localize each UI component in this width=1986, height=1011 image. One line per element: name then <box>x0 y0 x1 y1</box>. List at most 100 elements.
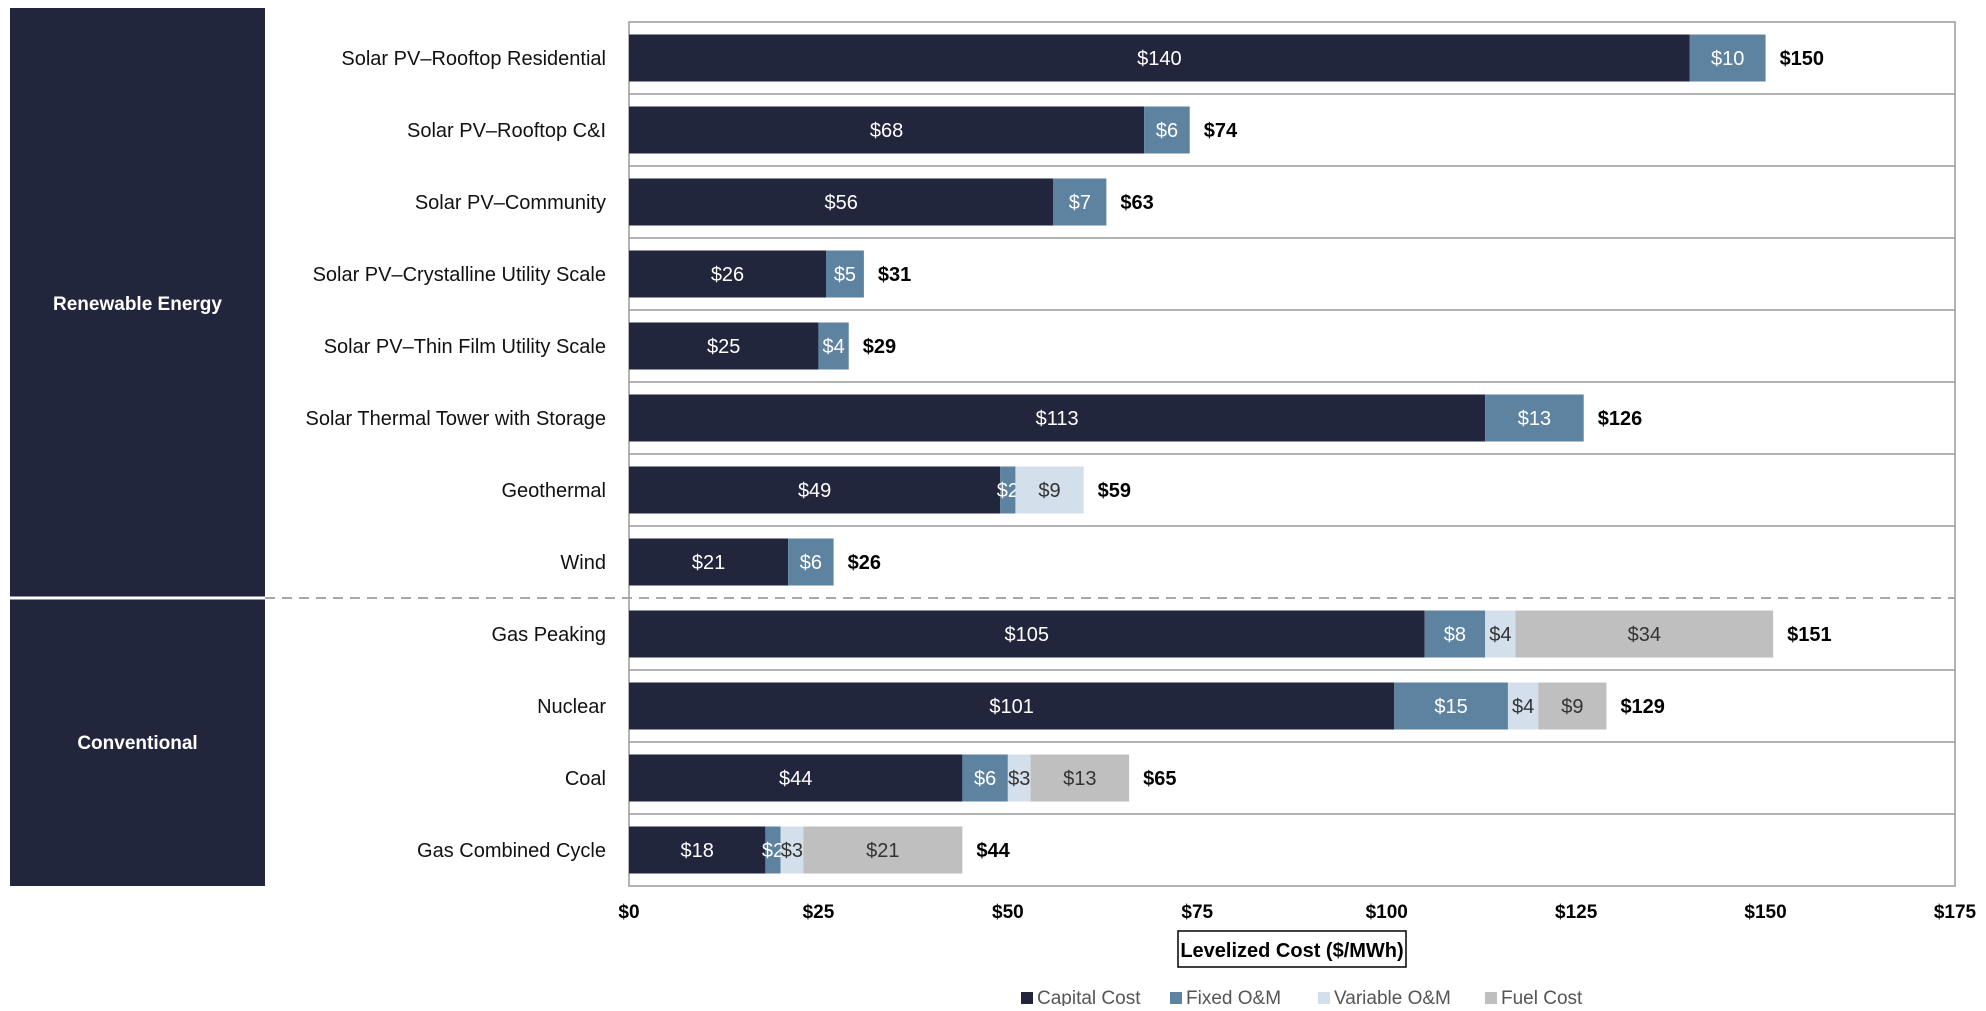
segment-value-label: $49 <box>798 480 831 502</box>
bar-segment-fuel-cost <box>1515 610 1774 658</box>
segment-value-label: $6 <box>800 552 822 574</box>
legend-swatch-fixed-o-m <box>1170 992 1182 1004</box>
x-tick-label: $150 <box>1744 902 1786 923</box>
bar-segment-capital-cost <box>629 466 1001 514</box>
bar-segment-capital-cost <box>629 826 766 874</box>
segment-value-label: $4 <box>1512 696 1534 718</box>
x-tick-label: $125 <box>1555 902 1598 923</box>
legend-swatch-variable-o-m <box>1318 992 1330 1004</box>
segment-value-label: $21 <box>866 840 899 862</box>
segment-value-label: $9 <box>1038 480 1060 502</box>
category-label: Gas Peaking <box>491 624 606 646</box>
bar-segment-capital-cost <box>629 322 819 370</box>
category-label: Geothermal <box>502 480 607 502</box>
x-tick-label: $175 <box>1934 902 1977 923</box>
category-label: Solar PV–Crystalline Utility Scale <box>313 264 606 286</box>
total-value-label: $74 <box>1204 120 1238 142</box>
legend-swatch-capital-cost <box>1021 992 1033 1004</box>
bar-segment-fixed-o-m <box>1053 178 1107 226</box>
bar-segment-capital-cost <box>629 394 1486 442</box>
legend-label-variable-o-m: Variable O&M <box>1334 988 1451 1006</box>
category-label: Gas Combined Cycle <box>417 840 606 862</box>
segment-value-label: $68 <box>870 120 903 142</box>
segment-value-label: $7 <box>1069 192 1091 214</box>
bar-segment-fixed-o-m <box>1144 106 1190 154</box>
bar-segment-fuel-cost <box>1538 682 1607 730</box>
category-label: Coal <box>565 768 606 790</box>
bar-segment-variable-o-m <box>1007 754 1031 802</box>
total-value-label: $26 <box>848 552 881 574</box>
bar-segment-fixed-o-m <box>788 538 834 586</box>
total-value-label: $59 <box>1098 480 1131 502</box>
group-panel-conventional <box>10 598 265 886</box>
segment-value-label: $2 <box>997 480 1019 502</box>
segment-value-label: $13 <box>1518 408 1551 430</box>
segment-value-label: $6 <box>1156 120 1178 142</box>
bar-segment-fixed-o-m <box>1000 466 1016 514</box>
bar-segment-fixed-o-m <box>1689 34 1766 82</box>
group-panel-renewable-energy <box>10 8 265 598</box>
segment-value-label: $9 <box>1561 696 1583 718</box>
segment-value-label: $105 <box>1005 624 1050 646</box>
category-label: Solar Thermal Tower with Storage <box>305 408 606 430</box>
bar-segment-fuel-cost <box>1030 754 1130 802</box>
segment-value-label: $140 <box>1137 48 1182 70</box>
x-axis-title-box <box>1177 930 1407 968</box>
legend-swatch-fuel-cost <box>1485 992 1497 1004</box>
x-tick-label: $75 <box>1181 902 1213 923</box>
bar-segment-capital-cost <box>629 754 963 802</box>
bar-segment-capital-cost <box>629 250 827 298</box>
x-tick-label: $50 <box>992 902 1024 923</box>
total-value-label: $151 <box>1787 624 1832 646</box>
category-label: Solar PV–Rooftop Residential <box>341 48 606 70</box>
category-label: Solar PV–Community <box>415 192 606 214</box>
bar-segment-capital-cost <box>629 682 1395 730</box>
segment-value-label: $8 <box>1444 624 1466 646</box>
segment-value-label: $44 <box>779 768 812 790</box>
bar-segment-fixed-o-m <box>1394 682 1508 730</box>
x-tick-label: $100 <box>1366 902 1408 923</box>
total-value-label: $63 <box>1120 192 1153 214</box>
legend-label-capital-cost: Capital Cost <box>1037 988 1141 1006</box>
segment-value-label: $3 <box>781 840 803 862</box>
bar-segment-fixed-o-m <box>1485 394 1584 442</box>
bar-segment-fixed-o-m <box>826 250 864 298</box>
total-value-label: $65 <box>1143 768 1176 790</box>
segment-value-label: $4 <box>1489 624 1511 646</box>
segment-value-label: $101 <box>989 696 1034 718</box>
category-label: Solar PV–Thin Film Utility Scale <box>324 336 606 358</box>
category-label: Wind <box>560 552 606 574</box>
segment-value-label: $21 <box>692 552 725 574</box>
segment-value-label: $2 <box>762 840 784 862</box>
bar-segment-capital-cost <box>629 178 1054 226</box>
total-value-label: $44 <box>976 840 1010 862</box>
bar-segment-fixed-o-m <box>765 826 781 874</box>
bar-segment-variable-o-m <box>1485 610 1516 658</box>
group-label-renewable-energy: Renewable Energy <box>53 294 222 315</box>
segment-value-label: $3 <box>1008 768 1030 790</box>
total-value-label: $126 <box>1598 408 1643 430</box>
x-axis-title: Levelized Cost ($/MWh) <box>1180 940 1403 962</box>
segment-value-label: $5 <box>834 264 856 286</box>
total-value-label: $29 <box>863 336 896 358</box>
segment-value-label: $34 <box>1628 624 1661 646</box>
segment-value-label: $4 <box>822 336 844 358</box>
bar-segment-fixed-o-m <box>962 754 1008 802</box>
category-label: Nuclear <box>537 696 606 718</box>
bar-segment-capital-cost <box>629 34 1690 82</box>
bar-segment-variable-o-m <box>780 826 804 874</box>
segment-value-label: $15 <box>1434 696 1467 718</box>
x-tick-label: $25 <box>803 902 835 923</box>
segment-value-label: $113 <box>1036 408 1079 430</box>
category-label: Solar PV–Rooftop C&I <box>407 120 606 142</box>
bar-segment-variable-o-m <box>1507 682 1539 730</box>
segment-value-label: $10 <box>1711 48 1744 70</box>
total-value-label: $150 <box>1780 48 1825 70</box>
x-tick-label: $0 <box>618 902 639 923</box>
bar-segment-fuel-cost <box>803 826 963 874</box>
bar-segment-fixed-o-m <box>818 322 849 370</box>
bar-segment-capital-cost <box>629 106 1145 154</box>
segment-value-label: $18 <box>681 840 714 862</box>
total-value-label: $129 <box>1620 696 1665 718</box>
